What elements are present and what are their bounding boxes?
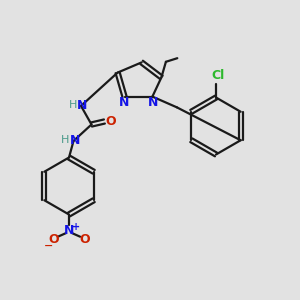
Text: H: H <box>61 135 69 146</box>
Text: Cl: Cl <box>212 69 225 82</box>
Text: N: N <box>70 134 80 147</box>
Text: N: N <box>119 96 129 109</box>
Text: −: − <box>44 241 53 251</box>
Text: H: H <box>68 100 77 110</box>
Text: N: N <box>148 96 158 109</box>
Text: O: O <box>79 233 90 246</box>
Text: N: N <box>64 224 74 237</box>
Text: O: O <box>48 233 59 246</box>
Text: +: + <box>71 221 80 232</box>
Text: O: O <box>105 115 116 128</box>
Text: N: N <box>77 99 88 112</box>
